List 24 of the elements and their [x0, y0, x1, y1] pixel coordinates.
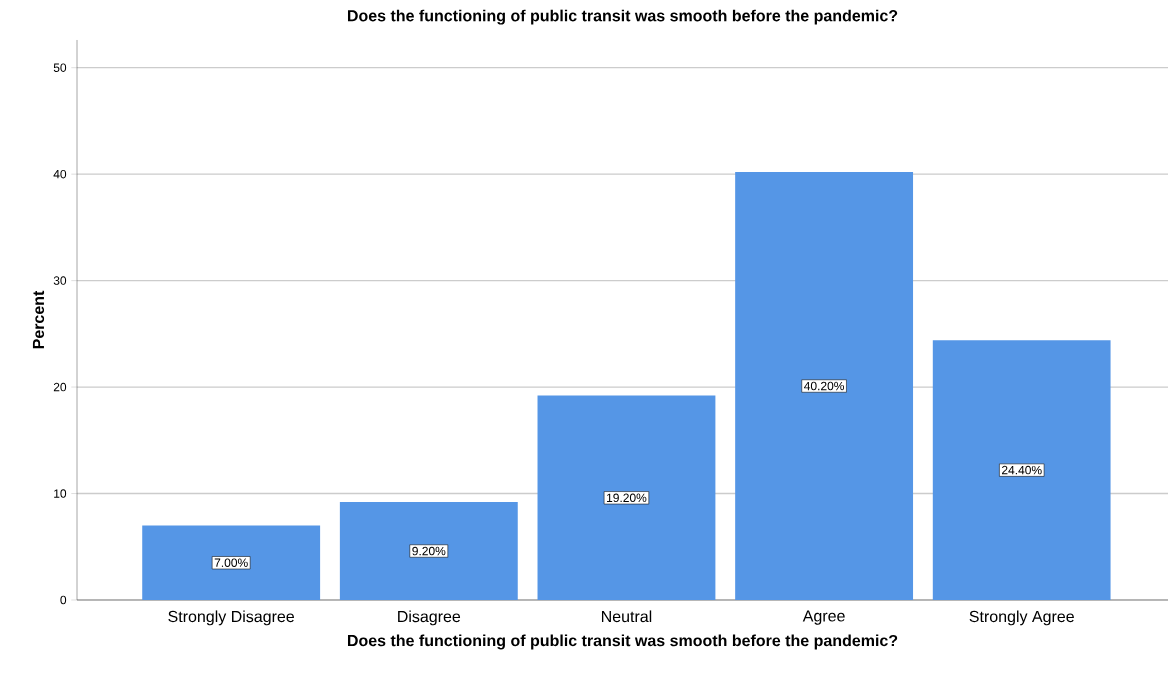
x-tick-label: Strongly Disagree — [168, 610, 294, 626]
y-tick-label: 50 — [53, 63, 67, 72]
x-tick-label: Agree — [802, 610, 845, 625]
x-tick-label: Disagree — [398, 610, 461, 626]
bar — [537, 395, 716, 600]
data-label: 7.00% — [214, 558, 248, 567]
chart-title: Does the functioning of public transit was smooth before the pandemic? — [347, 9, 898, 25]
bar — [339, 502, 518, 600]
y-tick-label: 20 — [53, 382, 67, 392]
bar — [735, 172, 914, 600]
x-tick-label: Strongly Agree — [969, 610, 1074, 626]
x-tick-label: Neutral — [601, 610, 652, 623]
y-tick-label: 40 — [53, 169, 67, 179]
y-tick-label: 0 — [60, 595, 67, 605]
x-axis-title: Does the functioning of public transit was smooth before the pandemic? — [347, 634, 898, 650]
data-label: 9.20% — [412, 546, 446, 556]
data-label: 40.20% — [804, 381, 845, 391]
y-tick-label: 30 — [53, 276, 67, 285]
bar — [932, 340, 1111, 600]
bar — [142, 525, 321, 600]
data-label: 24.40% — [1002, 465, 1042, 475]
y-axis-title: Percent — [32, 290, 45, 349]
data-label: 19.20% — [607, 493, 647, 503]
y-tick-label: 10 — [54, 489, 67, 498]
